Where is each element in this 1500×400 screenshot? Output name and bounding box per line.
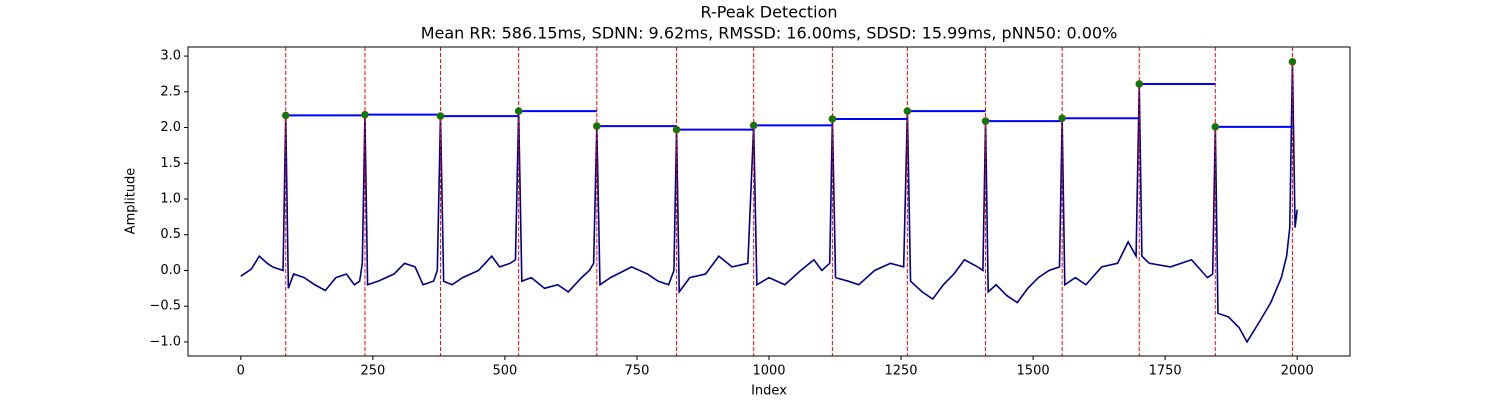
x-tick-label: 1500 (1017, 364, 1050, 379)
chart-title: R-Peak Detection (700, 3, 837, 22)
peak-marker (1135, 80, 1144, 88)
peak-marker (281, 111, 290, 120)
x-tick-label: 0 (237, 364, 245, 379)
peak-marker (1211, 123, 1220, 131)
ecg-line (240, 61, 1298, 344)
y-tick-label: −0.5 (149, 299, 181, 314)
peak-marker (361, 110, 369, 119)
x-tick-label: 500 (492, 364, 517, 379)
y-tick-label: −1.0 (149, 334, 181, 349)
y-tick-label: 2.0 (160, 120, 181, 135)
chart-subtitle: Mean RR: 586.15ms, SDNN: 9.62ms, RMSSD: … (421, 24, 1118, 43)
peak-marker (1288, 57, 1297, 66)
x-tick-label: 1250 (884, 364, 917, 379)
y-axis-label: Amplitude (124, 168, 139, 235)
peak-marker (749, 121, 758, 130)
y-tick-label: 2.5 (160, 84, 181, 99)
peak-marker (1058, 114, 1066, 123)
y-tick-label: 3.0 (160, 49, 181, 64)
peak-marker (828, 115, 837, 123)
x-axis-label: Index (751, 384, 787, 399)
peak-marker (593, 122, 601, 130)
x-tick-label: 1750 (1149, 364, 1182, 379)
y-tick-label: 1.5 (160, 156, 181, 171)
y-tick-label: 0.0 (160, 263, 181, 278)
y-tick-label: 0.5 (160, 227, 181, 242)
x-tick-label: 1000 (752, 364, 785, 379)
peak-marker (672, 125, 681, 134)
x-tick-label: 250 (360, 364, 385, 379)
x-tick-label: 750 (625, 364, 650, 379)
x-tick-label: 2000 (1281, 364, 1314, 379)
peak-marker (514, 107, 523, 115)
peak-marker (981, 117, 990, 125)
y-tick-label: 1.0 (160, 191, 181, 206)
peak-marker (903, 107, 912, 115)
peak-marker (436, 112, 445, 120)
plot-frame (187, 46, 1351, 357)
